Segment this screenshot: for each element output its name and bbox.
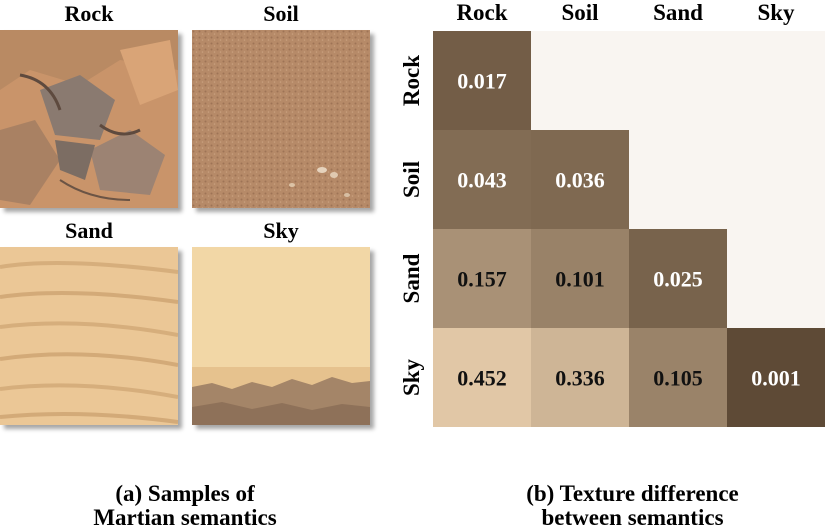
heatmap-cell-sky-rock: [433, 328, 531, 427]
heatmap-value-sand-sand: 0.025: [653, 267, 703, 292]
sample-label-soil: Soil: [263, 1, 299, 26]
heatmap-value-sand-soil: 0.101: [555, 267, 605, 292]
texture-difference-heatmap: 0.017 0.043 0.036 0.157 0.101 0.025 0.452 0.336…: [399, 0, 825, 427]
heatmap-value-sand-rock: 0.157: [457, 267, 507, 292]
heatmap-caption: (b) Texture difference between semantics: [435, 482, 830, 530]
y-tick-label-rock: Rock: [399, 55, 424, 106]
samples-caption-line1: (a) Samples of: [115, 481, 255, 506]
sand-sample-image: [0, 247, 178, 425]
y-tick-label-sand: Sand: [399, 253, 424, 303]
sample-label-sky: Sky: [263, 218, 299, 243]
x-tick-label-sand: Sand: [653, 0, 703, 25]
heatmap-caption-line1: (b) Texture difference: [526, 481, 739, 506]
samples-caption-line2: Martian semantics: [93, 505, 277, 530]
heatmap-cell-soil-soil: [531, 130, 629, 229]
heatmap-cell-sand-rock: [433, 229, 531, 328]
x-tick-label-sky: Sky: [757, 0, 795, 25]
soil-sample-image: [192, 30, 370, 208]
heatmap-value-rock-rock: 0.017: [457, 69, 507, 94]
x-tick-label-soil: Soil: [561, 0, 598, 25]
heatmap-cell-rock-rock: [433, 31, 531, 130]
heatmap-value-soil-soil: 0.036: [555, 168, 605, 193]
sky-sample-image: [192, 247, 370, 425]
sample-label-rock: Rock: [64, 1, 114, 26]
heatmap-caption-line2: between semantics: [541, 505, 724, 530]
x-tick-label-rock: Rock: [456, 0, 507, 25]
y-tick-label-sky: Sky: [399, 358, 424, 396]
samples-caption: (a) Samples of Martian semantics: [0, 482, 370, 530]
heatmap-value-sky-rock: 0.452: [457, 366, 507, 391]
heatmap-value-soil-rock: 0.043: [457, 168, 507, 193]
heatmap-value-sky-soil: 0.336: [555, 366, 605, 391]
heatmap-cell-sky-sand: [629, 328, 727, 427]
heatmap-cell-sand-soil: [531, 229, 629, 328]
heatmap-cell-soil-rock: [433, 130, 531, 229]
heatmap-cell-sand-sand: [629, 229, 727, 328]
rock-sample-image: [0, 30, 178, 208]
heatmap-cell-sky-sky: [727, 328, 825, 427]
heatmap-value-sky-sky: 0.001: [751, 366, 801, 391]
heatmap-value-sky-sand: 0.105: [653, 366, 703, 391]
y-tick-label-soil: Soil: [399, 161, 424, 198]
heatmap-cell-sky-soil: [531, 328, 629, 427]
sample-label-sand: Sand: [65, 218, 113, 243]
